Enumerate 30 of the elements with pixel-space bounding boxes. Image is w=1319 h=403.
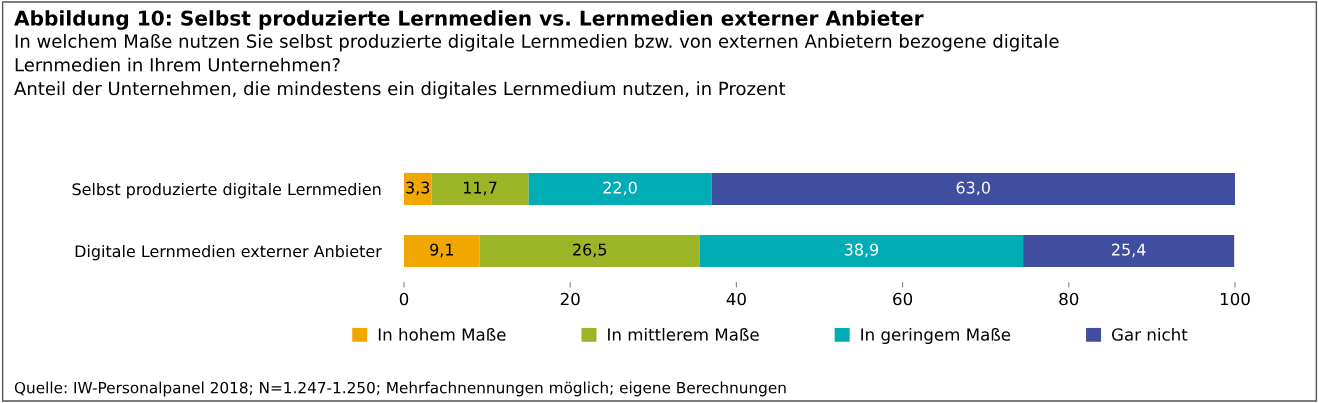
y-tick-label: Digitale Lernmedien externer Anbieter: [75, 244, 382, 261]
data-label: 38,9: [844, 243, 879, 258]
source-note: Quelle: IW-Personalpanel 2018; N=1.247-1.250; Mehrfachnennungen möglich; eigene Berechnungen: [14, 381, 786, 397]
y-tick-label: Selbst produzierte digitale Lernmedien: [72, 182, 381, 199]
bar: [404, 234, 480, 268]
bar: [431, 172, 529, 206]
data-label: 11,7: [464, 181, 497, 196]
x-tick-label: 40: [726, 292, 746, 306]
x-tick-label: 0: [399, 292, 409, 306]
x-tick-label: 100: [1220, 292, 1250, 306]
data-label: 26,5: [573, 243, 607, 258]
data-label: 25,4: [1112, 243, 1146, 258]
bar: [1023, 234, 1235, 268]
bar: [699, 234, 1024, 268]
x-tick-label: 80: [1059, 292, 1079, 306]
x-tick-label: 60: [893, 292, 913, 306]
data-label: 3,3: [406, 181, 430, 196]
legend-label: In hohem Maße: [378, 327, 506, 341]
data-label: 63,0: [956, 181, 990, 196]
legend-label: In mittlerem Maße: [608, 327, 759, 341]
chart-subtitle: In welchem Maße nutzen Sie selbst produzierte digitale Lernmedien bzw. von externen Anbietern bezogene digitale Lernmedien in Ihrem Unternehmen? Anteil der Unternehmen, die mindestens ein digitales Lernmedium nutzen, in Prozent: [14, 34, 1059, 99]
data-label: 22,0: [603, 181, 637, 196]
bar: [479, 234, 700, 268]
bar: [528, 172, 712, 206]
legend-label: Gar nicht: [1111, 327, 1188, 341]
data-label: 9,1: [430, 243, 454, 258]
x-tick-label: 20: [560, 292, 580, 306]
bar: [711, 172, 1235, 206]
chart-title: Abbildung 10: Selbst produzierte Lernmedien vs. Lernmedien externer Anbieter: [14, 10, 924, 30]
legend-label: In geringem Maße: [861, 327, 1011, 345]
